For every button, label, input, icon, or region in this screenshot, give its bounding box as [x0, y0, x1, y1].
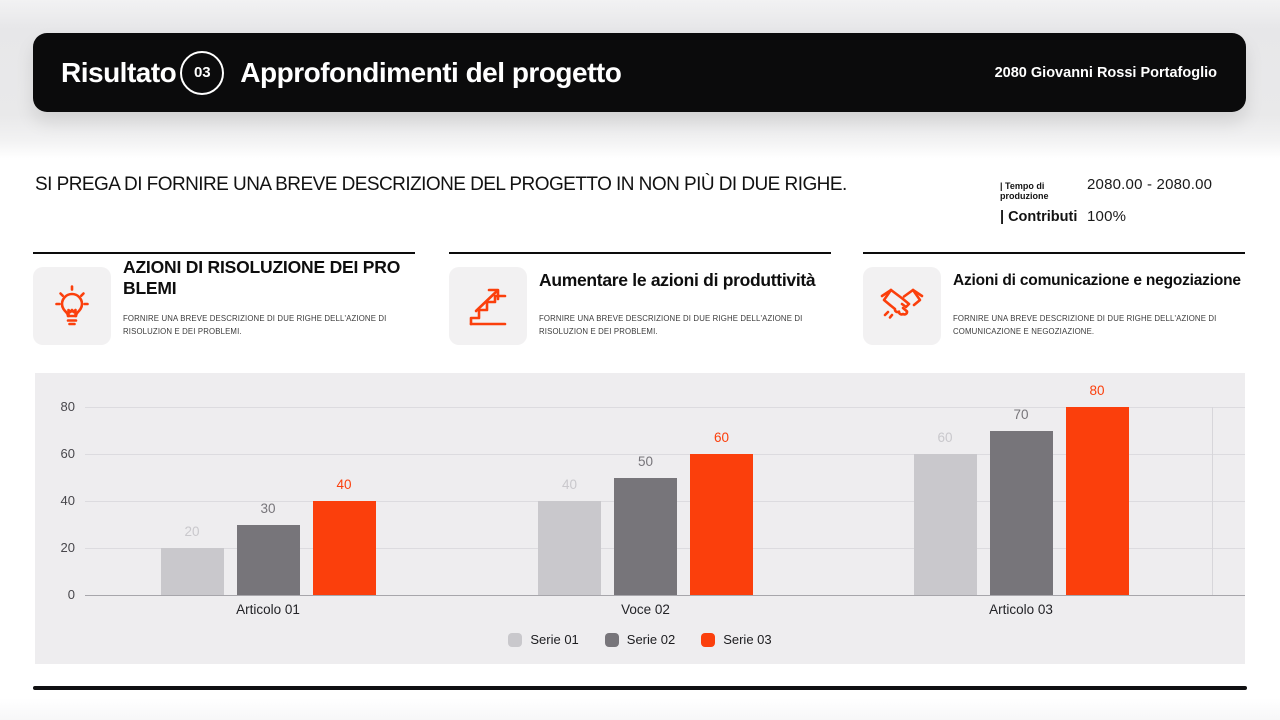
- chart-legend: Serie 01 Serie 02 Serie 03: [35, 632, 1245, 647]
- legend-label: Serie 01: [530, 632, 579, 647]
- gridline: [85, 454, 1245, 455]
- bar-value-label: 80: [1089, 383, 1105, 398]
- card-communication: Azioni di comunicazione e negoziazione F…: [863, 252, 1245, 352]
- bar-chart: 0 20 40 60 80 20 30 40 Articolo 01 40 50 60 Voce 02 6…: [35, 373, 1245, 664]
- project-description: SI PREGA DI FORNIRE UNA BREVE DESCRIZION…: [35, 174, 847, 195]
- bar-value-label: 60: [713, 430, 730, 445]
- legend-label: Serie 03: [723, 632, 772, 647]
- bar-serie-02: [236, 524, 300, 595]
- bar-value-label: 60: [937, 430, 953, 445]
- legend-swatch: [508, 632, 523, 647]
- card-top-rule: [449, 252, 831, 254]
- category-label: Voce 02: [621, 602, 670, 617]
- bar-value-label: 20: [184, 524, 200, 539]
- legend-item: Serie 02: [604, 632, 676, 647]
- bar-serie-03: [312, 501, 376, 595]
- bar-value-label: 70: [1013, 406, 1029, 422]
- bar-serie-03: [690, 454, 753, 595]
- portfolio-label: 2080 Giovanni Rossi Portafoglio: [994, 64, 1217, 81]
- page-title: Approfondimenti del progetto: [240, 56, 622, 88]
- card-title: AZIONI DI RISOLUZIONE DEI PRO BLEMI: [123, 257, 401, 298]
- y-axis-tick-label: 80: [60, 399, 75, 414]
- result-label: Risultato: [61, 56, 177, 88]
- legend-swatch: [701, 632, 716, 647]
- y-axis-tick-label: 20: [60, 540, 75, 555]
- category-label: Articolo 01: [236, 602, 300, 617]
- y-axis-tick-label: 40: [60, 493, 75, 508]
- card-title: Aumentare le azioni di produttività: [539, 270, 816, 290]
- card-top-rule: [33, 252, 415, 254]
- result-number-badge: 03: [180, 50, 225, 95]
- bar-value-label: 40: [561, 477, 578, 492]
- stat-label: | Contributi: [1000, 209, 1078, 225]
- x-axis-line: [85, 595, 1245, 596]
- bar-serie-03: [1065, 407, 1129, 595]
- header-bar: Risultato 03 Approfondimenti del progett…: [33, 33, 1246, 112]
- bar-serie-02: [989, 430, 1053, 595]
- bar-value-label: 50: [637, 453, 654, 469]
- legend-item: Serie 01: [508, 632, 579, 647]
- y-axis-tick-label: 0: [67, 587, 75, 602]
- header-left: Risultato 03 Approfondimenti del progett…: [33, 50, 622, 95]
- stat-value: 100%: [1087, 208, 1127, 225]
- plot-right-border: [1212, 407, 1213, 595]
- y-axis-tick-label: 60: [60, 446, 75, 461]
- card-title: Azioni di comunicazione e negoziazione: [953, 272, 1241, 289]
- bar-serie-01: [913, 454, 977, 595]
- bar-value-label: 30: [260, 500, 276, 516]
- legend-label: Serie 02: [626, 632, 676, 647]
- card-productivity: Aumentare le azioni di produttività FORN…: [449, 252, 831, 352]
- legend-item: Serie 03: [701, 632, 772, 647]
- legend-swatch: [604, 632, 619, 647]
- lightbulb-icon: [33, 267, 111, 345]
- card-description: FORNIRE UNA BREVE DESCRIZIONE DI DUE RIG…: [123, 314, 387, 336]
- footer-rule: [33, 686, 1247, 690]
- card-problem-solving: AZIONI DI RISOLUZIONE DEI PRO BLEMI FORN…: [33, 252, 415, 352]
- stat-contributions: | Contributi 100%: [1000, 208, 1228, 225]
- bar-serie-02: [614, 477, 677, 595]
- handshake-icon: [863, 267, 941, 345]
- stats-block: | Tempo di produzione 2080.00 - 2080.00 …: [1000, 176, 1228, 232]
- stat-label: | Tempo di produzione: [1000, 181, 1049, 201]
- stat-production-time: | Tempo di produzione 2080.00 - 2080.00: [1000, 176, 1228, 201]
- growth-stairs-icon: [449, 267, 527, 345]
- card-description: FORNIRE UNA BREVE DESCRIZIONE DI DUE RIG…: [539, 314, 803, 336]
- bar-value-label: 40: [336, 477, 352, 492]
- gridline: [85, 407, 1245, 408]
- stat-value: 2080.00 - 2080.00: [1087, 176, 1213, 193]
- bar-serie-01: [538, 501, 601, 595]
- card-description: FORNIRE UNA BREVE DESCRIZIONE DI DUE RIG…: [953, 314, 1217, 336]
- category-label: Articolo 03: [989, 602, 1053, 617]
- card-top-rule: [863, 252, 1245, 254]
- bar-serie-01: [160, 548, 224, 595]
